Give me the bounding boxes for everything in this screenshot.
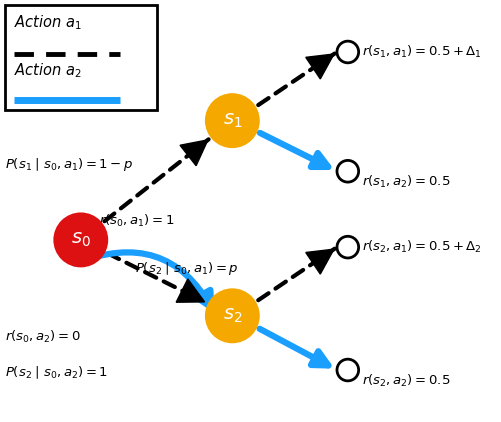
FancyBboxPatch shape — [5, 5, 156, 110]
Text: $P(s_2 \mid s_0, a_1) = p$: $P(s_2 \mid s_0, a_1) = p$ — [135, 260, 238, 277]
Text: $r(s_1, a_1) = 0.5 + \Delta_1$: $r(s_1, a_1) = 0.5 + \Delta_1$ — [362, 44, 481, 60]
Text: $P(s_2 \mid s_0, a_2) = 1$: $P(s_2 \mid s_0, a_2) = 1$ — [5, 364, 108, 381]
Polygon shape — [305, 54, 333, 79]
Text: $s_2$: $s_2$ — [222, 306, 241, 325]
Polygon shape — [180, 140, 207, 166]
Text: Action $a_1$: Action $a_1$ — [14, 14, 82, 32]
Text: Action $a_2$: Action $a_2$ — [14, 61, 81, 80]
Circle shape — [204, 288, 259, 343]
Text: $r(s_1, a_2) = 0.5$: $r(s_1, a_2) = 0.5$ — [362, 174, 450, 190]
Text: $r(s_2, a_1) = 0.5 + \Delta_2$: $r(s_2, a_1) = 0.5 + \Delta_2$ — [362, 239, 481, 255]
Polygon shape — [305, 249, 333, 274]
Polygon shape — [176, 279, 204, 302]
Text: $r(s_2, a_2) = 0.5$: $r(s_2, a_2) = 0.5$ — [362, 373, 450, 389]
Circle shape — [336, 41, 358, 63]
Text: $r(s_0, a_1) = 1$: $r(s_0, a_1) = 1$ — [99, 213, 174, 229]
Circle shape — [336, 359, 358, 381]
Text: $s_1$: $s_1$ — [222, 111, 241, 130]
Text: $P(s_1 \mid s_0, a_1) = 1-p$: $P(s_1 \mid s_0, a_1) = 1-p$ — [5, 156, 133, 173]
Circle shape — [336, 236, 358, 258]
Circle shape — [53, 212, 108, 268]
Circle shape — [336, 160, 358, 182]
Circle shape — [204, 93, 259, 148]
Text: $r(s_0, a_2) = 0$: $r(s_0, a_2) = 0$ — [5, 329, 81, 345]
Text: $s_0$: $s_0$ — [71, 230, 91, 249]
